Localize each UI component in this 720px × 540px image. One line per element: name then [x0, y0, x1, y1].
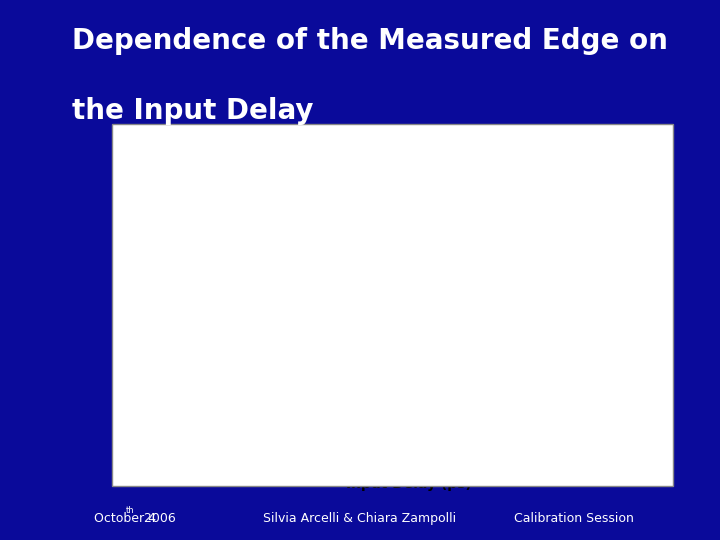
Point	[153, 449, 164, 458]
Text: Dependence of the Measured Edge on: Dependence of the Measured Edge on	[72, 27, 668, 55]
Point	[380, 304, 392, 313]
Y-axis label: Measured Edge (ns): Measured Edge (ns)	[116, 223, 130, 379]
Point	[608, 163, 619, 171]
Text: 2006: 2006	[140, 512, 176, 525]
Text: October 4: October 4	[94, 512, 156, 525]
Point	[266, 379, 278, 387]
Point	[210, 415, 221, 424]
X-axis label: Input Delay (ps): Input Delay (ps)	[346, 477, 472, 491]
Text: the Input Delay: the Input Delay	[72, 97, 313, 125]
Text: Calibration Session: Calibration Session	[514, 512, 634, 525]
Text: th: th	[126, 506, 135, 515]
Text: Silvia Arcelli & Chiara Zampolli: Silvia Arcelli & Chiara Zampolli	[264, 512, 456, 525]
